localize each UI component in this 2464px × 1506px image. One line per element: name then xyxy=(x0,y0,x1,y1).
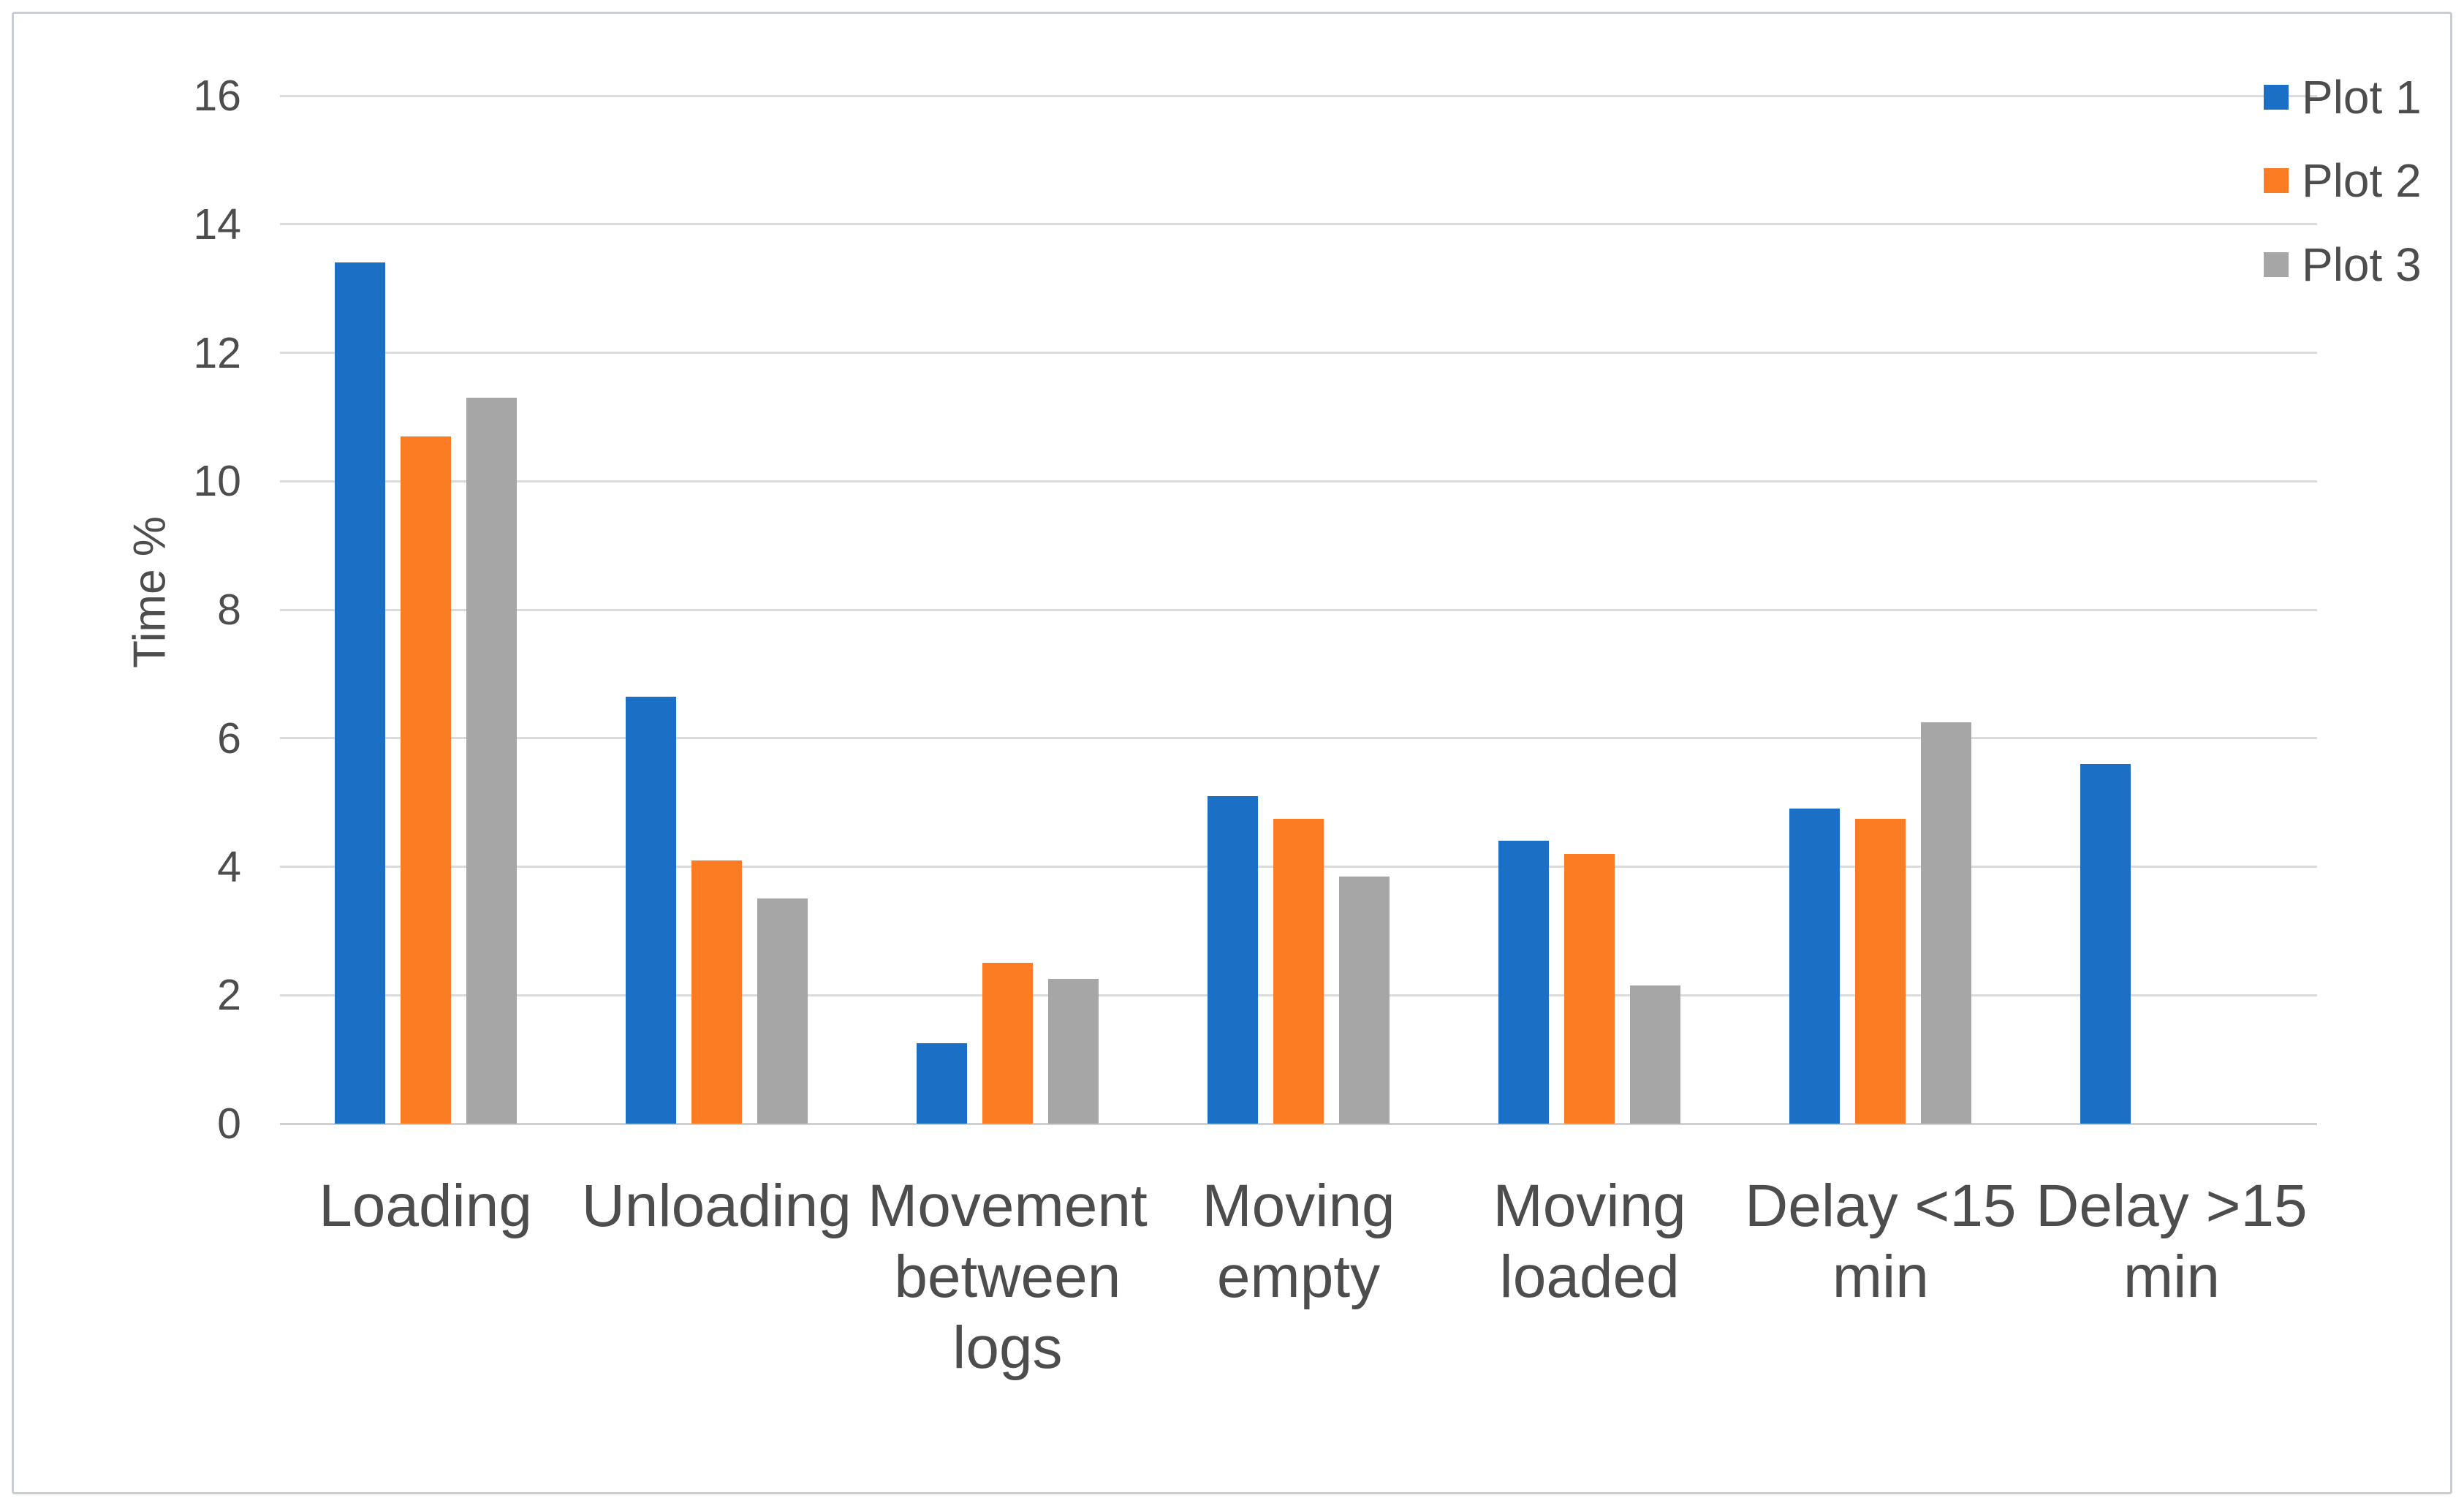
plot-area xyxy=(280,96,2317,1124)
legend-item-plot-2: Plot 2 xyxy=(2264,154,2422,208)
y-tick-label-4: 4 xyxy=(217,842,241,891)
bar-plot-1-delay-15-min xyxy=(2080,763,2131,1124)
gridline-y-0 xyxy=(280,1122,2317,1125)
x-category-label-moving-empty: Moving empty xyxy=(1153,1171,1444,1383)
y-tick-label-16: 16 xyxy=(193,72,241,120)
category-group-moving-loaded xyxy=(1444,96,1735,1124)
gridline-y-16 xyxy=(280,94,2317,97)
bar-plot-3-loading xyxy=(466,398,517,1124)
bar-plot-2-delay-15-min xyxy=(1855,818,1906,1124)
gridline-y-6 xyxy=(280,737,2317,740)
bar-plot-3-delay-15-min xyxy=(1921,722,1972,1124)
bar-plot-2-moving-loaded xyxy=(1564,853,1615,1124)
gridline-y-10 xyxy=(280,480,2317,483)
gridline-y-12 xyxy=(280,352,2317,354)
y-tick-label-12: 12 xyxy=(193,328,241,377)
legend-swatch-plot-3 xyxy=(2264,252,2289,277)
y-tick-label-2: 2 xyxy=(217,971,241,1020)
bar-plot-1-moving-empty xyxy=(1207,795,1258,1124)
bar-plot-3-movement-between-logs xyxy=(1047,979,1099,1124)
category-group-delay-15-min xyxy=(1735,96,2026,1124)
x-category-label-moving-loaded: Moving loaded xyxy=(1444,1171,1735,1383)
legend-swatch-plot-2 xyxy=(2264,168,2289,193)
x-category-label-text: Moving loaded xyxy=(1493,1173,1686,1310)
bar-plot-3-unloading xyxy=(757,898,808,1124)
x-category-label-delay-15-min: Delay <15 min xyxy=(1735,1171,2026,1383)
x-category-label-text: Moving empty xyxy=(1202,1173,1395,1310)
x-category-label-text: Unloading xyxy=(581,1173,852,1239)
category-group-delay-15-min xyxy=(2026,96,2317,1124)
y-tick-label-8: 8 xyxy=(217,586,241,634)
x-category-label-text: Movement between logs xyxy=(867,1173,1148,1381)
x-category-label-loading: Loading xyxy=(280,1171,571,1383)
bar-plot-1-moving-loaded xyxy=(1498,841,1550,1124)
bar-plot-1-unloading xyxy=(625,696,676,1124)
x-category-label-text: Delay >15 min xyxy=(2036,1173,2308,1310)
x-category-label-text: Delay <15 min xyxy=(1745,1173,2017,1310)
x-category-label-text: Loading xyxy=(319,1173,532,1239)
x-axis-category-labels: Loading Unloading Movement between logs Mov… xyxy=(280,1171,2317,1383)
bar-plot-2-moving-empty xyxy=(1273,818,1324,1124)
bar-plot-1-loading xyxy=(334,262,385,1124)
legend-item-plot-1: Plot 1 xyxy=(2264,70,2422,124)
legend-swatch-plot-1 xyxy=(2264,85,2289,110)
bar-plot-2-movement-between-logs xyxy=(982,963,1033,1124)
bar-plot-2-loading xyxy=(400,436,451,1124)
category-group-unloading xyxy=(571,96,862,1124)
category-group-movement-between-logs xyxy=(862,96,1153,1124)
bar-plot-2-unloading xyxy=(691,860,742,1124)
x-category-label-movement-between-logs: Movement between logs xyxy=(862,1171,1153,1383)
legend-label: Plot 2 xyxy=(2302,154,2422,207)
bar-plot-3-moving-empty xyxy=(1338,876,1390,1124)
y-tick-label-6: 6 xyxy=(217,714,241,763)
gridline-y-14 xyxy=(280,223,2317,226)
gridline-y-8 xyxy=(280,608,2317,611)
legend-label: Plot 1 xyxy=(2302,71,2422,124)
bar-plot-3-moving-loaded xyxy=(1630,985,1681,1124)
x-category-label-unloading: Unloading xyxy=(571,1171,862,1383)
legend-item-plot-3: Plot 3 xyxy=(2264,238,2422,292)
legend-label: Plot 3 xyxy=(2302,238,2422,291)
category-group-moving-empty xyxy=(1153,96,1444,1124)
x-category-label-delay-15-min: Delay >15 min xyxy=(2026,1171,2317,1383)
y-tick-label-0: 0 xyxy=(217,1100,241,1148)
bar-plot-1-delay-15-min xyxy=(1789,809,1841,1124)
y-tick-label-14: 14 xyxy=(193,200,241,249)
y-tick-label-10: 10 xyxy=(193,457,241,506)
bar-plot-1-movement-between-logs xyxy=(916,1043,967,1124)
category-group-loading xyxy=(280,96,571,1124)
